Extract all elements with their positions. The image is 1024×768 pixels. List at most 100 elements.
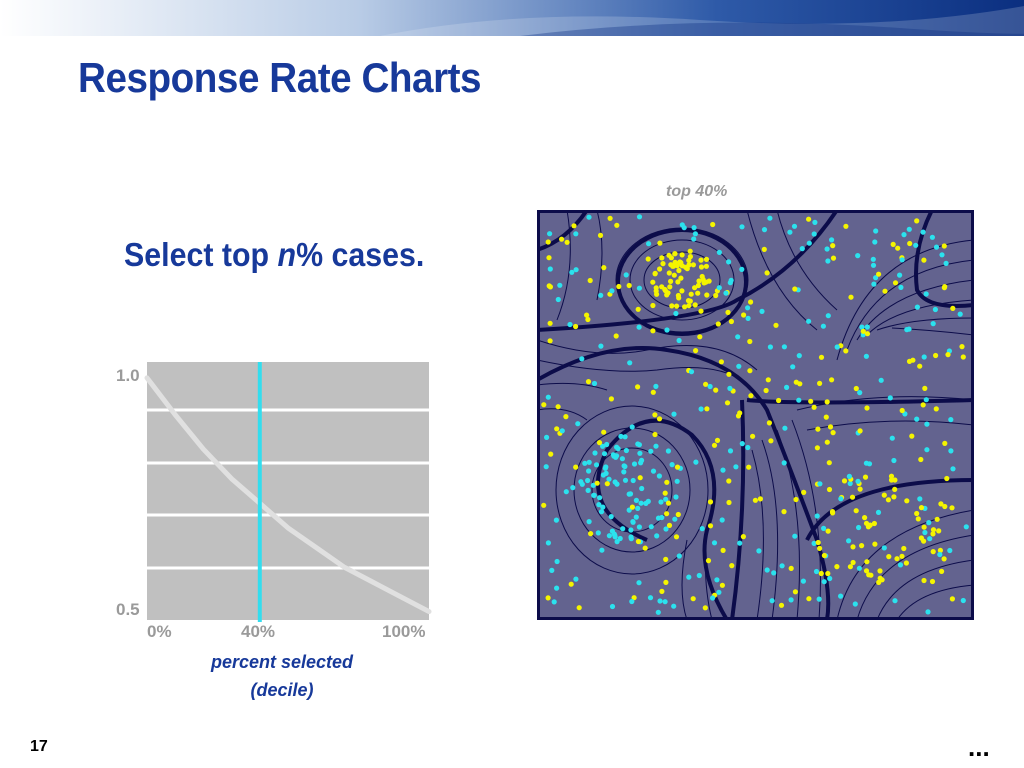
scatter-dot: [714, 577, 720, 583]
scatter-dot: [922, 529, 928, 536]
scatter-dot: [545, 239, 551, 245]
scatter-dot: [850, 559, 856, 566]
scatter-dot: [622, 477, 629, 483]
scatter-dot: [653, 443, 659, 449]
scatter-dot: [741, 312, 747, 318]
scatter-dot: [806, 216, 812, 222]
scatter-dot: [720, 467, 726, 473]
scatter-dot: [554, 585, 560, 591]
scatter-dot: [939, 252, 945, 258]
scatter-background: [537, 210, 974, 620]
scatter-dot: [662, 288, 669, 294]
scatter-dot: [781, 509, 787, 515]
scatter-dot: [630, 519, 636, 525]
scatter-dot: [646, 241, 652, 247]
scatter-dot: [852, 601, 858, 607]
scatter-dot: [650, 279, 656, 285]
scatter-dot: [808, 398, 814, 404]
scatter-dot: [590, 482, 596, 488]
scatter-dot: [944, 475, 950, 482]
scatter-dot: [799, 246, 805, 252]
scatter-dot: [686, 262, 692, 268]
scatter-dot: [557, 282, 563, 288]
scatter-dot: [815, 539, 821, 546]
scatter-dot: [541, 502, 547, 508]
scatter-dot: [846, 538, 852, 544]
scatter-dot: [857, 428, 863, 434]
scatter-dot: [800, 578, 806, 584]
scatter-dot: [778, 602, 785, 608]
scatter-dot: [586, 468, 592, 474]
scatter-dot: [914, 304, 920, 310]
scatter-dot: [637, 475, 643, 481]
scatter-dot: [862, 515, 868, 521]
scatter-dot: [710, 595, 716, 601]
scatter-dot: [792, 533, 798, 539]
scatter-dot: [876, 271, 882, 277]
scatter-dot: [906, 358, 913, 364]
scatter-dot: [894, 556, 900, 562]
scatter-dot: [598, 343, 604, 349]
scatter-dot: [825, 570, 831, 577]
scatter-dot: [764, 270, 770, 276]
x-tick-40: 40%: [241, 622, 276, 641]
scatter-dot: [901, 545, 907, 552]
scatter-dot: [675, 292, 681, 299]
scatter-dot: [929, 578, 936, 585]
scatter-dot: [679, 252, 685, 258]
scatter-dot: [823, 414, 829, 420]
scatter-dot: [673, 494, 679, 500]
scatter-dot: [586, 214, 592, 220]
scatter-dot: [812, 219, 818, 225]
scatter-dot: [914, 510, 920, 517]
scatter-dot: [711, 442, 718, 448]
scatter-dot: [913, 242, 919, 248]
scatter-dot: [690, 262, 696, 268]
scatter-dot: [665, 448, 671, 454]
scatter-dot: [870, 256, 876, 262]
scatter-dot: [801, 489, 807, 495]
scatter-dot: [829, 377, 835, 383]
scatter-dot: [719, 517, 725, 523]
scatter-dot: [603, 470, 609, 476]
scatter-dot: [543, 464, 549, 470]
scatter-dot: [867, 522, 873, 528]
scatter-dot: [703, 381, 709, 387]
scatter-dot: [559, 236, 565, 242]
scatter-dot: [847, 564, 853, 570]
scatter-dot: [792, 286, 798, 292]
scatter-dot: [724, 400, 731, 406]
scatter-dot: [612, 479, 618, 485]
scatter-dot: [714, 437, 721, 443]
scatter-dot: [548, 451, 554, 457]
scatter-dot: [638, 460, 644, 466]
more-indicator: ...: [968, 732, 990, 762]
scatter-dot: [757, 496, 763, 502]
scatter-dot: [713, 387, 719, 393]
scatter-dot: [705, 558, 712, 564]
scatter-dot: [857, 486, 863, 492]
scatter-dot: [850, 544, 856, 550]
x-tick-0: 0%: [147, 622, 172, 641]
scatter-dot: [781, 344, 787, 350]
scatter-dot: [611, 531, 617, 537]
scatter-dot: [821, 552, 827, 559]
scatter-dot: [613, 333, 619, 339]
scatter-dot: [620, 526, 626, 532]
scatter-dot: [818, 354, 825, 360]
scatter-dot: [864, 331, 871, 337]
scatter-dot: [739, 441, 745, 447]
scatter-dot: [687, 248, 693, 254]
scatter-dot: [688, 291, 694, 297]
scatter-dot: [603, 464, 609, 470]
scatter-dot: [648, 448, 654, 454]
scatter-dot: [663, 579, 669, 585]
scatter-dot: [608, 514, 614, 520]
scatter-dot: [679, 222, 685, 228]
scatter-label: top 40%: [666, 183, 728, 200]
scatter-dot: [959, 344, 965, 350]
scatter-dot: [930, 531, 936, 537]
scatter-dot: [834, 564, 840, 570]
scatter-dot: [656, 473, 662, 479]
scatter-dot: [899, 407, 905, 414]
